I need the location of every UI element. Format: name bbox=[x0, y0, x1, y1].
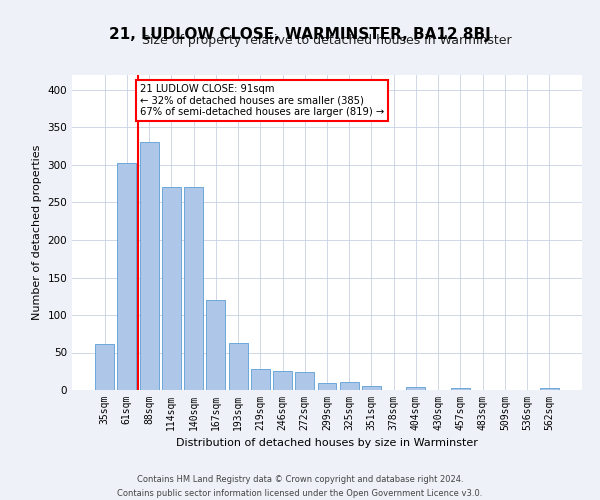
Bar bbox=[273, 370, 292, 390]
Bar bbox=[340, 382, 359, 390]
Bar bbox=[206, 300, 225, 390]
Text: 21 LUDLOW CLOSE: 91sqm
← 32% of detached houses are smaller (385)
67% of semi-de: 21 LUDLOW CLOSE: 91sqm ← 32% of detached… bbox=[140, 84, 385, 117]
Bar bbox=[451, 388, 470, 390]
Bar bbox=[162, 186, 181, 390]
Bar bbox=[362, 386, 381, 390]
Y-axis label: Number of detached properties: Number of detached properties bbox=[32, 145, 42, 320]
Bar bbox=[229, 343, 248, 390]
Bar bbox=[251, 369, 270, 390]
Bar bbox=[317, 382, 337, 390]
Text: Contains HM Land Registry data © Crown copyright and database right 2024.
Contai: Contains HM Land Registry data © Crown c… bbox=[118, 476, 482, 498]
Bar bbox=[406, 387, 425, 390]
Bar bbox=[184, 186, 203, 390]
Bar bbox=[118, 163, 136, 390]
X-axis label: Distribution of detached houses by size in Warminster: Distribution of detached houses by size … bbox=[176, 438, 478, 448]
Bar bbox=[295, 372, 314, 390]
Bar bbox=[140, 142, 158, 390]
Title: Size of property relative to detached houses in Warminster: Size of property relative to detached ho… bbox=[142, 34, 512, 48]
Bar bbox=[95, 344, 114, 390]
Text: 21, LUDLOW CLOSE, WARMINSTER, BA12 8BJ: 21, LUDLOW CLOSE, WARMINSTER, BA12 8BJ bbox=[109, 28, 491, 42]
Bar bbox=[540, 388, 559, 390]
